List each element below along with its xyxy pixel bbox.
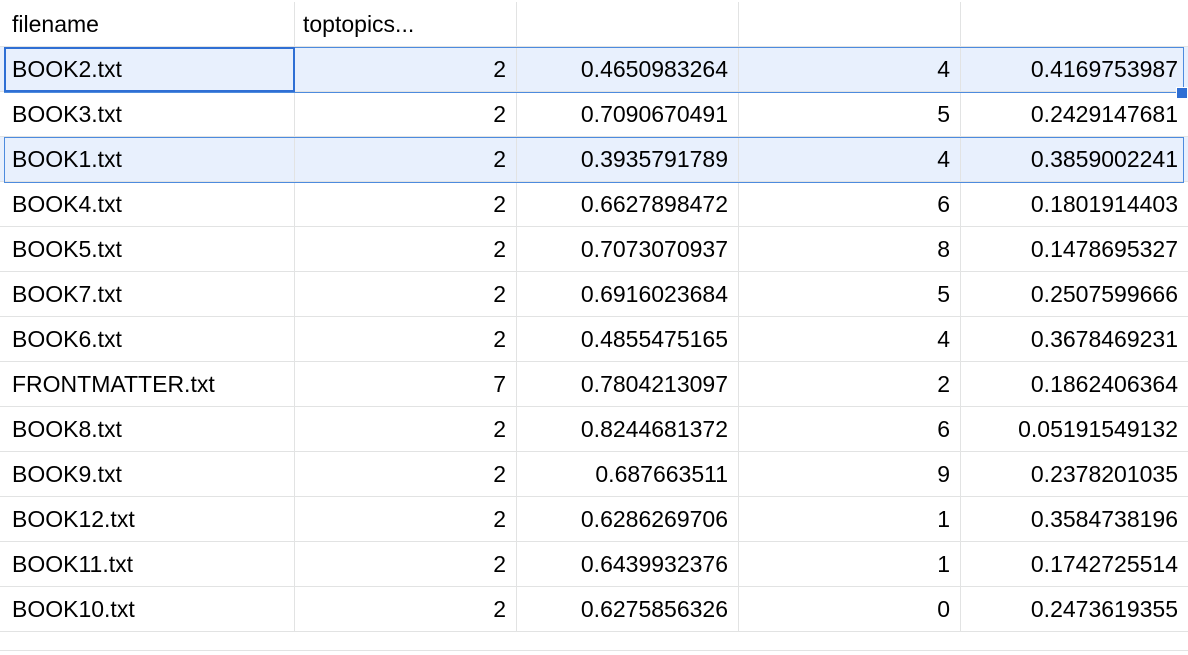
cell-weight-2[interactable]: 0.1478695327: [961, 227, 1188, 272]
cell-topic-1[interactable]: 2: [295, 47, 517, 92]
table-row: BOOK9.txt 2 0.687663511 9 0.2378201035: [0, 452, 1188, 497]
header-cell-toptopics[interactable]: toptopics...: [295, 2, 517, 47]
cell-weight-1[interactable]: 0.6627898472: [517, 182, 739, 227]
cell-weight-1[interactable]: 0.7090670491: [517, 92, 739, 137]
cell-weight-2[interactable]: 0.4169753987: [961, 47, 1188, 92]
cell-topic-1[interactable]: 2: [295, 452, 517, 497]
cell-weight-2[interactable]: 0.2507599666: [961, 272, 1188, 317]
cell-topic-1[interactable]: 2: [295, 92, 517, 137]
cell-topic-1[interactable]: 2: [295, 137, 517, 182]
cell-topic-1[interactable]: 2: [295, 497, 517, 542]
table-row: BOOK1.txt 2 0.3935791789 4 0.3859002241: [0, 137, 1188, 182]
cell-weight-2[interactable]: 0.1801914403: [961, 182, 1188, 227]
table-row: FRONTMATTER.txt 7 0.7804213097 2 0.18624…: [0, 362, 1188, 407]
table-row: BOOK5.txt 2 0.7073070937 8 0.1478695327: [0, 227, 1188, 272]
cell-topic-1[interactable]: 2: [295, 182, 517, 227]
cell-filename[interactable]: BOOK6.txt: [0, 317, 295, 362]
cell-topic-1[interactable]: 2: [295, 227, 517, 272]
table-row: BOOK6.txt 2 0.4855475165 4 0.3678469231: [0, 317, 1188, 362]
cell-weight-2[interactable]: 0.1862406364: [961, 362, 1188, 407]
table-row: BOOK4.txt 2 0.6627898472 6 0.1801914403: [0, 182, 1188, 227]
cell-filename[interactable]: BOOK1.txt: [0, 137, 295, 182]
header-cell-filename[interactable]: filename: [0, 2, 295, 47]
cell-weight-1[interactable]: 0.4855475165: [517, 317, 739, 362]
cell-weight-1[interactable]: 0.7804213097: [517, 362, 739, 407]
cell-weight-1[interactable]: 0.4650983264: [517, 47, 739, 92]
cell-filename[interactable]: BOOK3.txt: [0, 92, 295, 137]
cell-topic-2[interactable]: 1: [739, 497, 961, 542]
cell-topic-1[interactable]: 2: [295, 542, 517, 587]
cell-weight-2[interactable]: 0.2429147681: [961, 92, 1188, 137]
header-cell-empty[interactable]: [517, 2, 739, 47]
grid-bottom-border: [0, 650, 1188, 655]
cell-topic-2[interactable]: 5: [739, 272, 961, 317]
cell-filename[interactable]: BOOK9.txt: [0, 452, 295, 497]
cell-weight-2[interactable]: 0.1742725514: [961, 542, 1188, 587]
cell-weight-2[interactable]: 0.2473619355: [961, 587, 1188, 632]
cell-topic-2[interactable]: 4: [739, 317, 961, 362]
cell-weight-1[interactable]: 0.8244681372: [517, 407, 739, 452]
cell-topic-2[interactable]: 1: [739, 542, 961, 587]
cell-topic-1[interactable]: 2: [295, 317, 517, 362]
table-row: BOOK2.txt 2 0.4650983264 4 0.4169753987: [0, 47, 1188, 92]
cell-topic-2[interactable]: 4: [739, 137, 961, 182]
header-cell-empty[interactable]: [961, 2, 1188, 47]
cell-weight-1[interactable]: 0.6286269706: [517, 497, 739, 542]
cell-topic-1[interactable]: 2: [295, 587, 517, 632]
cell-topic-2[interactable]: 6: [739, 407, 961, 452]
cell-topic-2[interactable]: 0: [739, 587, 961, 632]
cell-topic-2[interactable]: 9: [739, 452, 961, 497]
cell-weight-1[interactable]: 0.6916023684: [517, 272, 739, 317]
cell-filename[interactable]: BOOK5.txt: [0, 227, 295, 272]
cell-topic-2[interactable]: 6: [739, 182, 961, 227]
header-cell-empty[interactable]: [739, 2, 961, 47]
table-row: BOOK8.txt 2 0.8244681372 6 0.05191549132: [0, 407, 1188, 452]
table-row: BOOK10.txt 2 0.6275856326 0 0.2473619355: [0, 587, 1188, 632]
cell-weight-2[interactable]: 0.3859002241: [961, 137, 1188, 182]
cell-weight-1[interactable]: 0.7073070937: [517, 227, 739, 272]
cell-filename[interactable]: BOOK11.txt: [0, 542, 295, 587]
cell-weight-1[interactable]: 0.687663511: [517, 452, 739, 497]
cell-filename[interactable]: BOOK2.txt: [0, 47, 295, 92]
cell-filename[interactable]: BOOK4.txt: [0, 182, 295, 227]
cell-topic-1[interactable]: 7: [295, 362, 517, 407]
cell-weight-1[interactable]: 0.3935791789: [517, 137, 739, 182]
cell-topic-1[interactable]: 2: [295, 407, 517, 452]
table-row: BOOK3.txt 2 0.7090670491 5 0.2429147681: [0, 92, 1188, 137]
cell-filename[interactable]: FRONTMATTER.txt: [0, 362, 295, 407]
cell-weight-2[interactable]: 0.3584738196: [961, 497, 1188, 542]
cell-filename[interactable]: BOOK12.txt: [0, 497, 295, 542]
cell-weight-1[interactable]: 0.6439932376: [517, 542, 739, 587]
cell-topic-2[interactable]: 5: [739, 92, 961, 137]
cell-topic-2[interactable]: 2: [739, 362, 961, 407]
table-row: BOOK11.txt 2 0.6439932376 1 0.1742725514: [0, 542, 1188, 587]
cell-topic-2[interactable]: 4: [739, 47, 961, 92]
cell-filename[interactable]: BOOK10.txt: [0, 587, 295, 632]
cell-filename[interactable]: BOOK8.txt: [0, 407, 295, 452]
cell-weight-1[interactable]: 0.6275856326: [517, 587, 739, 632]
fill-handle[interactable]: [1176, 87, 1188, 99]
cell-weight-2[interactable]: 0.05191549132: [961, 407, 1188, 452]
cell-filename[interactable]: BOOK7.txt: [0, 272, 295, 317]
header-row: filename toptopics...: [0, 2, 1188, 47]
cell-weight-2[interactable]: 0.3678469231: [961, 317, 1188, 362]
cell-topic-2[interactable]: 8: [739, 227, 961, 272]
cell-weight-2[interactable]: 0.2378201035: [961, 452, 1188, 497]
cell-topic-1[interactable]: 2: [295, 272, 517, 317]
table-row: BOOK12.txt 2 0.6286269706 1 0.3584738196: [0, 497, 1188, 542]
table-row: BOOK7.txt 2 0.6916023684 5 0.2507599666: [0, 272, 1188, 317]
